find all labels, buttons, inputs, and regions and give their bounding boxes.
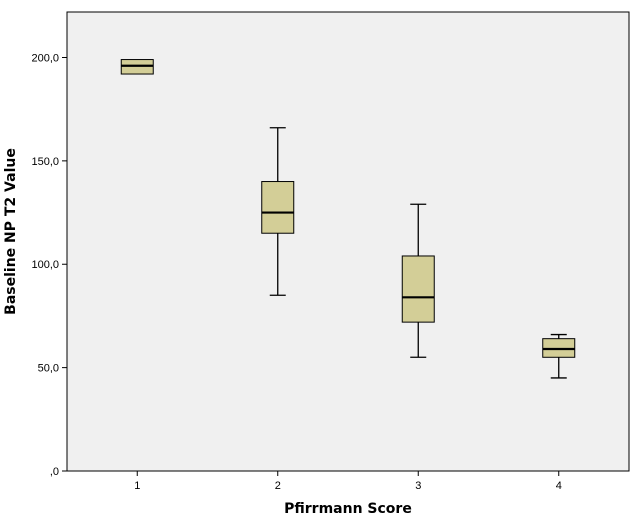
y-tick-label: 200,0 bbox=[31, 52, 59, 64]
plot-area bbox=[66, 11, 630, 472]
x-tick-label: 2 bbox=[275, 480, 281, 492]
x-axis-title: Pfirrmann Score bbox=[284, 501, 412, 517]
x-axis: 1 2 3 4 bbox=[134, 471, 562, 492]
box-iqr bbox=[401, 255, 435, 323]
box-category-1 bbox=[120, 59, 154, 75]
y-tick-label: ,0 bbox=[50, 466, 59, 478]
x-tick-label: 4 bbox=[556, 480, 562, 492]
x-tick-label: 3 bbox=[415, 480, 421, 492]
y-axis-title: Baseline NP T2 Value bbox=[3, 148, 19, 315]
y-axis: ,0 50,0 100,0 150,0 200,0 bbox=[31, 52, 67, 478]
box-category-4 bbox=[542, 333, 576, 379]
box-category-3 bbox=[401, 203, 435, 358]
y-tick-label: 100,0 bbox=[31, 259, 59, 271]
box-iqr bbox=[261, 181, 295, 234]
box-category-2 bbox=[261, 127, 295, 296]
y-tick-label: 50,0 bbox=[38, 363, 59, 375]
x-tick-label: 1 bbox=[134, 480, 140, 492]
y-tick-label: 150,0 bbox=[31, 156, 59, 168]
boxes-layer bbox=[120, 59, 576, 379]
